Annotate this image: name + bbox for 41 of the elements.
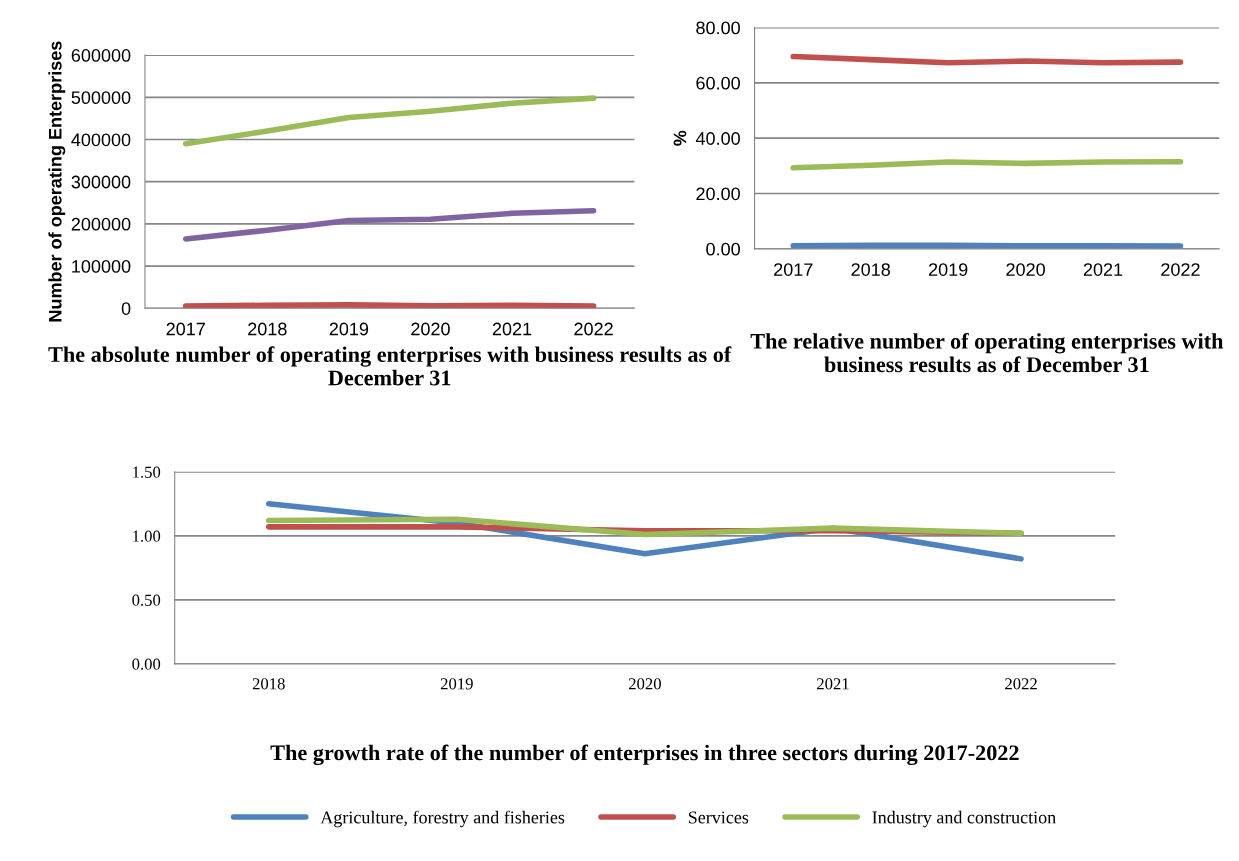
- x-tick-label: 2017: [774, 263, 813, 276]
- y-axis-title: Number of operating Enterprises: [48, 41, 66, 322]
- x-tick-label: 2022: [574, 322, 613, 336]
- text: The absolute number of operating enterprises with business results as of December 31: [48, 346, 732, 386]
- x-tick-label: 2018: [851, 263, 891, 276]
- y-tick-label: 100000: [72, 259, 131, 273]
- x-tick-label: 2020: [1006, 263, 1045, 276]
- x-tick-label: 2019: [329, 322, 369, 336]
- x-tick-label: 2020: [628, 678, 661, 690]
- y-tick-label: 40.00: [695, 132, 740, 145]
- y-tick-label: 1.50: [133, 466, 161, 478]
- y-tick-label: 0.00: [706, 242, 740, 256]
- y-tick-label: 1.00: [133, 530, 161, 542]
- x-tick-label: 2018: [252, 678, 285, 690]
- y-tick-label: 300000: [71, 175, 131, 189]
- y-tick-label: 500000: [71, 91, 131, 105]
- x-tick-label: 2017: [166, 322, 205, 336]
- y-tick-label: 200000: [71, 217, 131, 231]
- legend-label: Services: [688, 811, 749, 824]
- y-tick-label: 400000: [71, 133, 131, 147]
- x-tick-label: 2022: [1005, 678, 1037, 690]
- y-tick-label: 20.00: [696, 187, 740, 201]
- x-tick-label: 2019: [928, 263, 968, 276]
- y-tick-label: 80.00: [696, 21, 740, 35]
- x-tick-label: 2021: [492, 322, 532, 336]
- y-tick-label: 0.50: [132, 594, 161, 606]
- y-tick-label: 600000: [71, 49, 131, 62]
- text: The relative number of operating enterprises with business results as of December 31: [750, 332, 1224, 373]
- x-tick-label: 2022: [1161, 263, 1200, 276]
- x-tick-label: 2021: [817, 678, 849, 690]
- text: The growth rate of the number of enterprises in three sectors during 2017-2022: [270, 744, 1019, 766]
- x-tick-label: 2018: [248, 322, 287, 336]
- y-tick-label: 0: [121, 302, 131, 315]
- y-tick-label: 60.00: [696, 76, 740, 90]
- legend-label: Agriculture, forestry and fisheries: [320, 810, 565, 828]
- x-tick-label: 2020: [411, 322, 450, 336]
- x-tick-label: 2021: [1083, 263, 1123, 276]
- y-axis-title: %: [673, 130, 687, 146]
- legend-label: Industry and construction: [872, 810, 1056, 828]
- y-tick-label: 0.00: [132, 658, 161, 670]
- x-tick-label: 2019: [440, 678, 473, 690]
